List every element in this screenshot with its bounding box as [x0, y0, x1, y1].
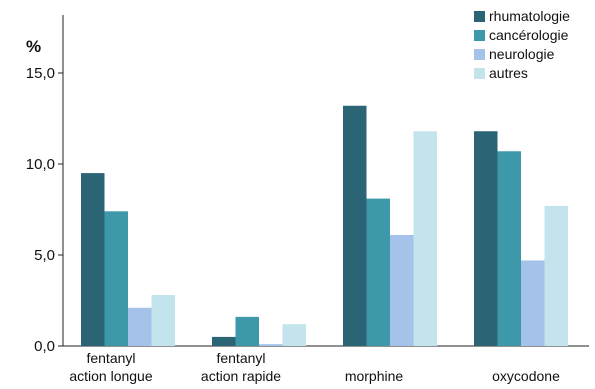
legend-label: cancérologie [489, 27, 569, 43]
y-axis-label: % [26, 37, 41, 56]
category-label: oxycodone [492, 368, 560, 384]
category-label-line: action longue [69, 368, 153, 384]
y-tick-label: 10,0 [26, 156, 55, 173]
legend-swatch [474, 30, 485, 41]
category-label-line: action rapide [201, 368, 281, 384]
bar-rhumatologie-3 [474, 131, 498, 346]
category-labels: fentanyl action longue fentanyl action rapi… [69, 350, 560, 384]
bar-autres-2 [413, 131, 437, 346]
y-tick-label: 0,0 [34, 338, 55, 355]
bar-autres-1 [282, 324, 306, 346]
y-tick-label: 15,0 [26, 65, 55, 82]
bar-neurologie-1 [259, 344, 283, 346]
category-label-line: morphine [345, 368, 404, 384]
legend-swatch [474, 11, 485, 22]
legend-label: autres [489, 65, 528, 81]
category-label: fentanyl action longue [69, 350, 153, 384]
y-ticks: 0,0 5,0 10,0 15,0 [26, 65, 63, 355]
category-label-line: fentanyl [216, 350, 265, 366]
category-label-line: oxycodone [492, 368, 560, 384]
bar-autres-3 [544, 205, 568, 346]
category-label: fentanyl action rapide [201, 350, 281, 384]
bar-cancérologie-0 [104, 211, 128, 346]
legend-label: rhumatologie [489, 8, 570, 24]
category-label-line: fentanyl [86, 350, 135, 366]
legend: rhumatologie cancérologie neurologie autres [474, 8, 570, 81]
bar-neurologie-0 [128, 307, 152, 346]
bar-autres-0 [151, 295, 175, 346]
bars [81, 105, 568, 346]
bar-cancérologie-1 [235, 316, 259, 346]
bar-rhumatologie-1 [212, 336, 236, 346]
legend-label: neurologie [489, 46, 555, 62]
legend-swatch [474, 49, 485, 60]
bar-rhumatologie-0 [81, 173, 105, 346]
bar-rhumatologie-2 [343, 105, 367, 346]
bar-neurologie-2 [390, 234, 414, 346]
bar-cancérologie-2 [366, 198, 390, 346]
category-label: morphine [345, 368, 404, 384]
y-tick-label: 5,0 [34, 247, 55, 264]
bar-neurologie-3 [521, 260, 545, 346]
legend-swatch [474, 68, 485, 79]
bar-cancérologie-3 [497, 151, 521, 346]
